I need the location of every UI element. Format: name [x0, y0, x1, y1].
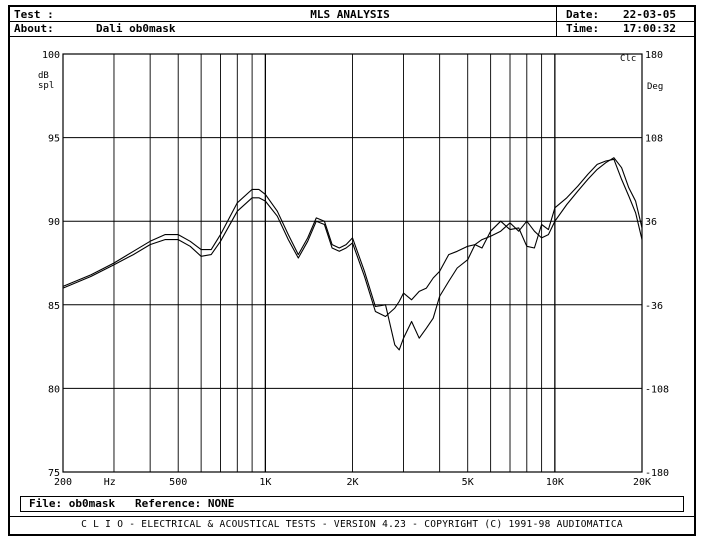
header-row-2: About: Dali ob0mask Time: 17:00:32 [10, 22, 694, 35]
y-tick-label: 85 [48, 301, 60, 312]
time-value: 17:00:32 [623, 22, 676, 35]
y-tick-label: 90 [48, 217, 60, 228]
chart-grid [62, 53, 643, 473]
x-tick-label: 2K [346, 477, 358, 488]
y-tick-label: 75 [48, 468, 60, 479]
about-label: About: [14, 22, 54, 35]
y2-tick-label: -180 [645, 468, 669, 479]
header-bottom-line [10, 36, 694, 37]
y-tick-label: 100 [42, 50, 60, 61]
y2-axis-label: Deg [647, 82, 663, 92]
y2-tick-label: 180 [645, 50, 663, 61]
footer-divider [10, 516, 694, 517]
file-label: File: [29, 497, 63, 510]
time-label: Time: [566, 22, 600, 35]
x-tick-label: 5K [462, 477, 474, 488]
y2-tick-label: 108 [645, 134, 663, 145]
series-1-line [62, 157, 643, 351]
series-2-line [62, 158, 643, 318]
window-frame [8, 5, 696, 536]
x-tick-label: 500 [169, 477, 187, 488]
date-value: 22-03-05 [623, 8, 676, 21]
x-tick-label: 10K [546, 477, 564, 488]
test-label: Test : [14, 8, 54, 21]
y-axis-label: dB [38, 71, 49, 81]
reference-label: Reference: [134, 497, 202, 510]
page-title: MLS ANALYSIS [310, 8, 390, 21]
file-info-box: File: ob0mask Reference: NONE [20, 496, 684, 512]
header-separator [556, 7, 557, 36]
date-label: Date: [566, 8, 600, 21]
x-tick-label: 1K [259, 477, 271, 488]
y-tick-label: 80 [48, 384, 60, 395]
reference-value: NONE [207, 497, 235, 510]
x-tick-label: 20K [633, 477, 651, 488]
y2-tick-label: 36 [645, 217, 657, 228]
header-row-1: Test : MLS ANALYSIS Date: 22-03-05 [10, 8, 694, 21]
file-value: ob0mask [68, 497, 116, 510]
y2-axis-label: Clc [620, 54, 636, 64]
footer-credits: C L I O - ELECTRICAL & ACOUSTICAL TESTS … [81, 519, 623, 530]
x-tick-label: Hz [104, 477, 116, 488]
y-tick-label: 95 [48, 134, 60, 145]
y2-tick-label: -36 [645, 301, 663, 312]
about-value: Dali ob0mask [96, 22, 176, 35]
chart-curves [62, 157, 643, 351]
x-tick-label: 200 [54, 477, 72, 488]
y-axis-label: spl [38, 81, 54, 91]
header-divider [10, 21, 694, 22]
y2-tick-label: -108 [645, 384, 669, 395]
